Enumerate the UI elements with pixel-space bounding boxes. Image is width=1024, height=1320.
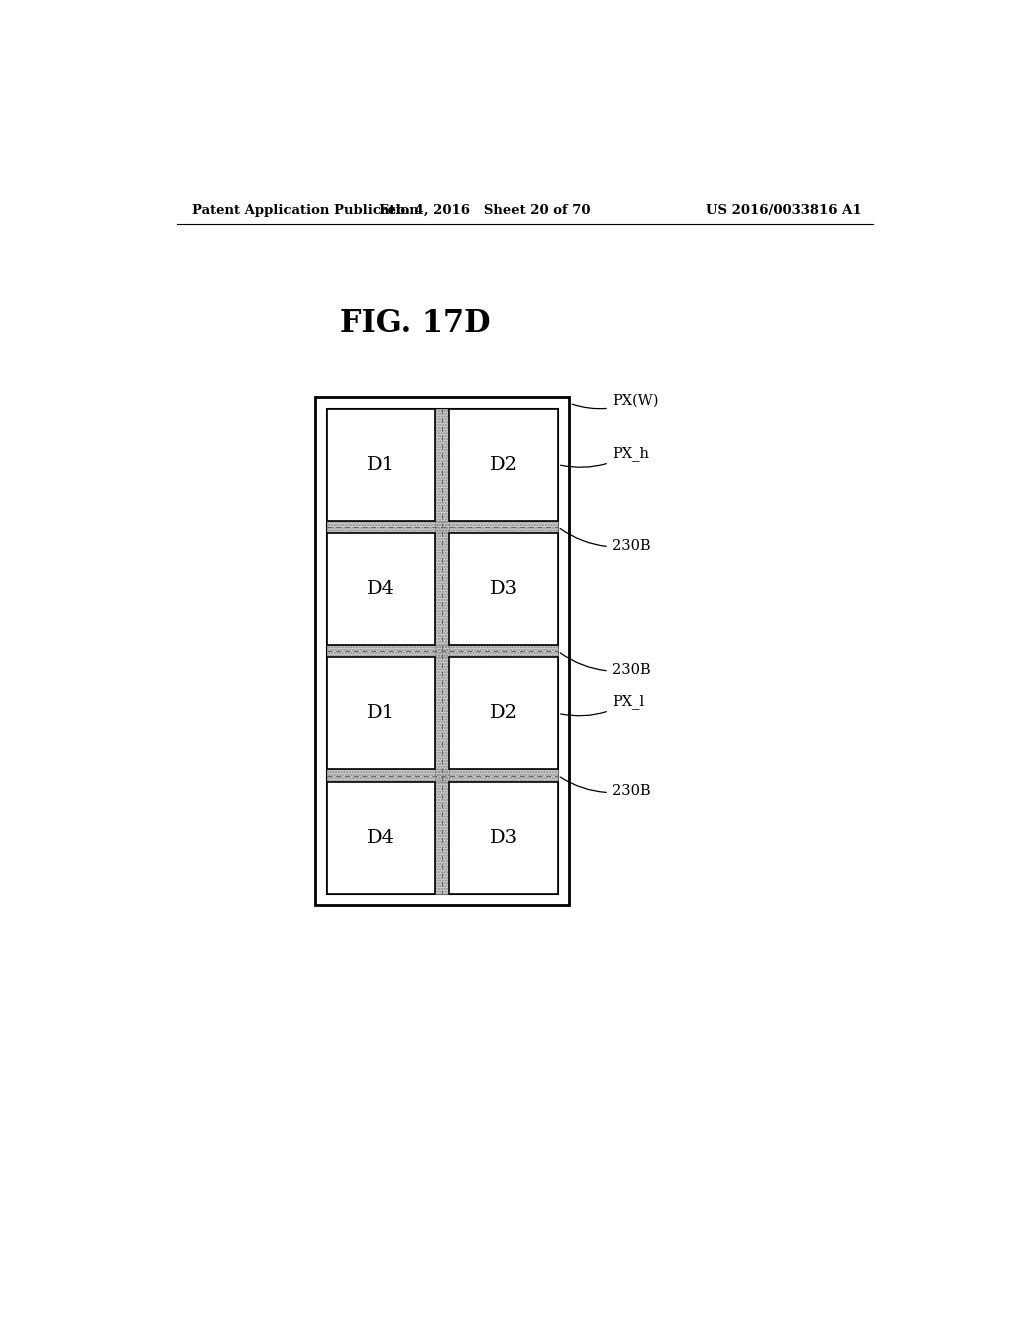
Text: D4: D4 — [368, 829, 395, 846]
Bar — [327, 770, 558, 781]
Text: D3: D3 — [489, 829, 518, 846]
Text: D2: D2 — [489, 705, 517, 722]
Text: US 2016/0033816 A1: US 2016/0033816 A1 — [707, 205, 862, 218]
Bar — [435, 409, 450, 894]
Bar — [327, 533, 435, 645]
Text: PX_l: PX_l — [560, 694, 644, 715]
Text: D3: D3 — [489, 579, 518, 598]
Bar — [327, 781, 435, 894]
Text: 230B: 230B — [560, 777, 650, 799]
Bar — [450, 409, 558, 520]
Bar — [327, 657, 435, 770]
Text: Feb. 4, 2016   Sheet 20 of 70: Feb. 4, 2016 Sheet 20 of 70 — [379, 205, 591, 218]
Bar — [327, 520, 558, 533]
Bar — [327, 645, 558, 657]
Bar — [450, 657, 558, 770]
Text: 230B: 230B — [560, 653, 650, 677]
Text: D1: D1 — [368, 455, 395, 474]
Bar — [327, 770, 558, 781]
Text: Patent Application Publication: Patent Application Publication — [193, 205, 419, 218]
Text: FIG. 17D: FIG. 17D — [340, 309, 490, 339]
Text: 230B: 230B — [560, 528, 650, 553]
Bar — [315, 397, 569, 906]
Text: D4: D4 — [368, 579, 395, 598]
Bar — [450, 781, 558, 894]
Bar — [450, 533, 558, 645]
Bar — [327, 520, 558, 533]
Bar — [327, 645, 558, 657]
Text: PX(W): PX(W) — [572, 393, 658, 409]
Bar — [327, 409, 558, 894]
Bar — [327, 409, 435, 520]
Text: D2: D2 — [489, 455, 517, 474]
Text: PX_h: PX_h — [560, 446, 649, 467]
Bar — [435, 409, 450, 894]
Text: D1: D1 — [368, 705, 395, 722]
